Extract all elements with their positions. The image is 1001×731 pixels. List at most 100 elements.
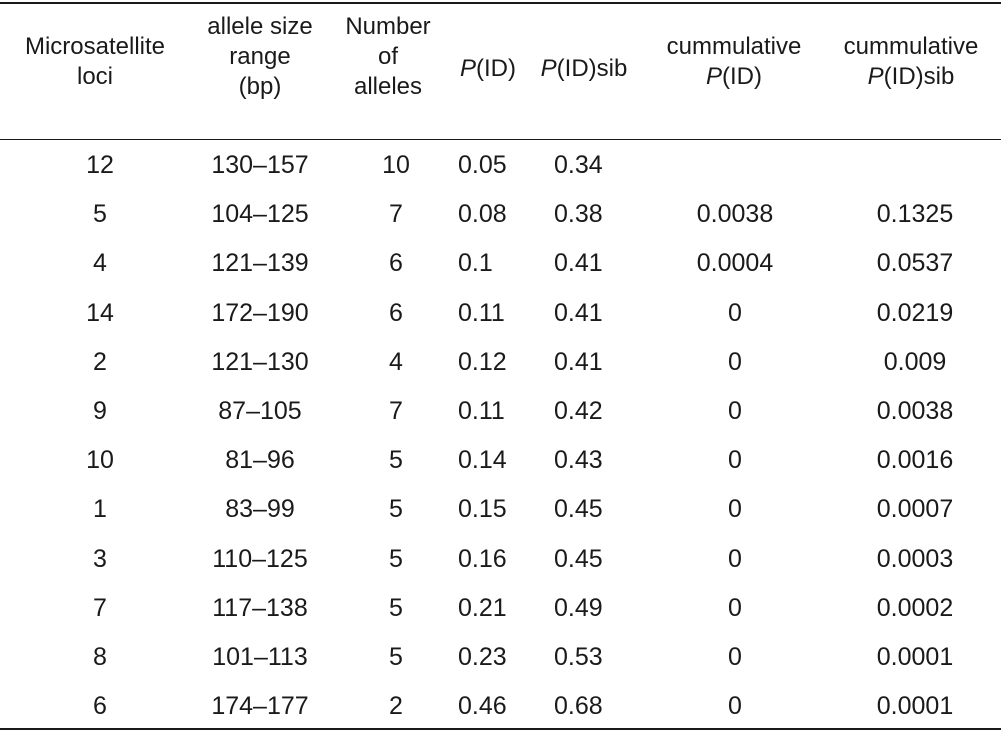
cell-pid: 0.12 — [458, 348, 507, 376]
cell-loci: 8 — [93, 643, 107, 671]
bottom-rule — [0, 728, 1001, 730]
header-range-line1: allele size — [207, 13, 313, 40]
header-range-line3: (bp) — [238, 73, 282, 100]
cell-cum-pid: 0 — [728, 397, 742, 425]
cell-cum-pidsib: 0.1325 — [876, 200, 954, 228]
cell-loci: 1 — [93, 495, 107, 523]
cell-pidsib: 0.34 — [554, 151, 603, 179]
cell-cum-pidsib: 0.0038 — [876, 397, 954, 425]
cell-range: 117–138 — [212, 594, 308, 622]
cell-loci: 5 — [93, 200, 107, 228]
cell-loci: 10 — [86, 446, 114, 474]
cell-pidsib: 0.49 — [554, 594, 603, 622]
cell-cum-pidsib: 0.0002 — [876, 594, 954, 622]
cell-range: 130–157 — [211, 151, 309, 179]
header-number-line3: alleles — [353, 73, 423, 100]
cell-pidsib: 0.45 — [554, 545, 603, 573]
cell-number: 6 — [389, 299, 403, 327]
cell-cum-pid: 0.0038 — [696, 200, 774, 228]
cell-number: 7 — [389, 397, 403, 425]
cell-cum-pidsib: 0.009 — [883, 348, 947, 376]
cell-loci: 4 — [93, 249, 107, 277]
header-range: allele size range (bp) — [190, 14, 330, 100]
cell-pidsib: 0.53 — [554, 643, 603, 671]
cell-pid: 0.15 — [458, 495, 507, 523]
cell-pid: 0.46 — [458, 692, 507, 720]
cell-pidsib: 0.68 — [554, 692, 603, 720]
header-number: Number of alleles — [334, 14, 442, 100]
cell-pidsib: 0.42 — [554, 397, 603, 425]
header-cum-pidsib-line2: P(ID)sib — [867, 63, 955, 90]
header-loci-line2: loci — [76, 63, 113, 90]
cell-number: 2 — [389, 692, 403, 720]
header-cum-pidsib: cummulative P(ID)sib — [824, 34, 998, 90]
cell-range: 121–130 — [211, 348, 309, 376]
cell-pid: 0.08 — [458, 200, 507, 228]
cell-loci: 9 — [93, 397, 107, 425]
cell-loci: 7 — [93, 594, 107, 622]
header-number-line1: Number — [345, 13, 431, 40]
cell-pid: 0.16 — [458, 545, 507, 573]
cell-pid: 0.23 — [458, 643, 507, 671]
cell-cum-pid: 0 — [728, 545, 742, 573]
cell-cum-pidsib: 0.0001 — [876, 643, 954, 671]
cell-pid: 0.21 — [458, 594, 507, 622]
cell-number: 6 — [389, 249, 403, 277]
cell-number: 5 — [389, 545, 403, 573]
cell-number: 5 — [389, 643, 403, 671]
cell-cum-pid: 0 — [728, 692, 742, 720]
header-loci: Microsatellite loci — [4, 34, 186, 90]
cell-pidsib: 0.41 — [554, 299, 603, 327]
cell-range: 110–125 — [212, 545, 308, 573]
cell-pidsib: 0.41 — [554, 249, 603, 277]
cell-cum-pid: 0 — [728, 495, 742, 523]
cell-pid: 0.1 — [458, 249, 493, 277]
header-rule — [0, 139, 1001, 140]
cell-loci: 6 — [93, 692, 107, 720]
cell-range: 172–190 — [211, 299, 309, 327]
cell-pid: 0.11 — [458, 299, 505, 327]
cell-cum-pidsib: 0.0016 — [876, 446, 954, 474]
cell-cum-pidsib: 0.0001 — [876, 692, 954, 720]
cell-number: 5 — [389, 495, 403, 523]
cell-range: 101–113 — [212, 643, 308, 671]
cell-cum-pid: 0 — [728, 348, 742, 376]
cell-number: 5 — [389, 446, 403, 474]
header-cum-pidsib-line1: cummulative — [843, 33, 979, 60]
cell-cum-pid: 0 — [728, 446, 742, 474]
cell-cum-pid: 0 — [728, 299, 742, 327]
cell-loci: 12 — [86, 151, 114, 179]
cell-range: 81–96 — [225, 446, 295, 474]
cell-cum-pidsib: 0.0537 — [876, 249, 954, 277]
header-cum-pid-line2: P(ID) — [706, 63, 762, 90]
cell-cum-pidsib: 0.0007 — [876, 495, 954, 523]
cell-cum-pidsib: 0.0219 — [876, 299, 954, 327]
cell-number: 5 — [389, 594, 403, 622]
header-cum-pid: cummulative P(ID) — [644, 34, 824, 90]
cell-loci: 14 — [86, 299, 114, 327]
header-pidsib: P(ID)sib — [528, 56, 640, 82]
cell-pidsib: 0.43 — [554, 446, 603, 474]
header-cum-pid-line1: cummulative — [666, 33, 802, 60]
cell-cum-pidsib: 0.0003 — [876, 545, 954, 573]
cell-cum-pid: 0.0004 — [696, 249, 774, 277]
header-range-line2: range — [229, 43, 291, 70]
cell-pidsib: 0.45 — [554, 495, 603, 523]
cell-loci: 2 — [93, 348, 107, 376]
cell-cum-pid: 0 — [728, 594, 742, 622]
header-pid: P(ID) — [448, 56, 528, 82]
cell-range: 104–125 — [211, 200, 309, 228]
cell-pidsib: 0.38 — [554, 200, 603, 228]
cell-range: 174–177 — [211, 692, 309, 720]
cell-range: 121–139 — [211, 249, 309, 277]
cell-loci: 3 — [93, 545, 107, 573]
cell-pidsib: 0.41 — [554, 348, 603, 376]
header-pidsib-label: P(ID)sib — [540, 55, 628, 82]
header-number-line2: of — [377, 43, 398, 70]
cell-cum-pid: 0 — [728, 643, 742, 671]
header-loci-line1: Microsatellite — [24, 33, 166, 60]
top-rule — [0, 2, 1001, 4]
cell-number: 7 — [389, 200, 403, 228]
cell-range: 83–99 — [225, 495, 295, 523]
